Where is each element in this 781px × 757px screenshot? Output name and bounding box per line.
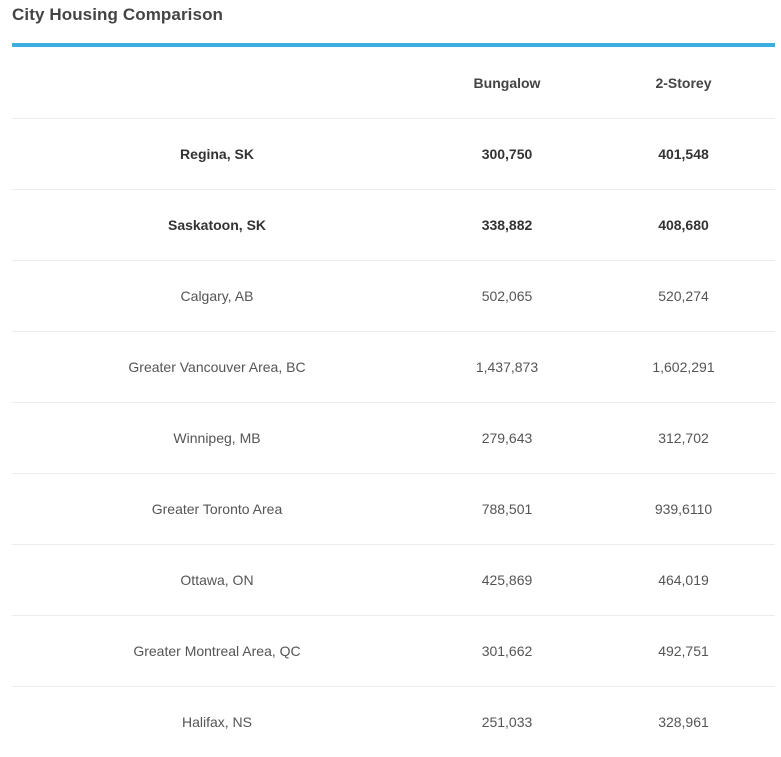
cell-city: Saskatoon, SK xyxy=(12,190,422,261)
cell-city: Ottawa, ON xyxy=(12,545,422,616)
cell-city: Greater Montreal Area, QC xyxy=(12,616,422,687)
cell-city: Winnipeg, MB xyxy=(12,403,422,474)
cell-bungalow: 502,065 xyxy=(422,261,592,332)
cell-city: Greater Toronto Area xyxy=(12,474,422,545)
cell-bungalow: 338,882 xyxy=(422,190,592,261)
cell-bungalow: 301,662 xyxy=(422,616,592,687)
cell-two-storey: 939,6110 xyxy=(592,474,775,545)
cell-two-storey: 312,702 xyxy=(592,403,775,474)
cell-bungalow: 425,869 xyxy=(422,545,592,616)
cell-two-storey: 408,680 xyxy=(592,190,775,261)
cell-bungalow: 1,437,873 xyxy=(422,332,592,403)
table-header: Bungalow 2-Storey xyxy=(12,47,775,119)
cell-two-storey: 401,548 xyxy=(592,119,775,190)
cell-bungalow: 300,750 xyxy=(422,119,592,190)
cell-city: Greater Vancouver Area, BC xyxy=(12,332,422,403)
cell-two-storey: 464,019 xyxy=(592,545,775,616)
header-two-storey: 2-Storey xyxy=(592,47,775,119)
cell-city: Halifax, NS xyxy=(12,687,422,757)
cell-bungalow: 251,033 xyxy=(422,687,592,757)
cell-two-storey: 328,961 xyxy=(592,687,775,757)
cell-city: Regina, SK xyxy=(12,119,422,190)
cell-bungalow: 788,501 xyxy=(422,474,592,545)
housing-comparison-widget: City Housing Comparison Bungalow 2-Store… xyxy=(0,0,781,735)
header-row: Bungalow 2-Storey xyxy=(12,47,775,119)
cell-two-storey: 1,602,291 xyxy=(592,332,775,403)
cell-two-storey: 520,274 xyxy=(592,261,775,332)
header-city xyxy=(12,47,422,119)
cell-bungalow: 279,643 xyxy=(422,403,592,474)
page-title: City Housing Comparison xyxy=(12,5,223,25)
header-bungalow: Bungalow xyxy=(422,47,592,119)
cell-city: Calgary, AB xyxy=(12,261,422,332)
cell-two-storey: 492,751 xyxy=(592,616,775,687)
